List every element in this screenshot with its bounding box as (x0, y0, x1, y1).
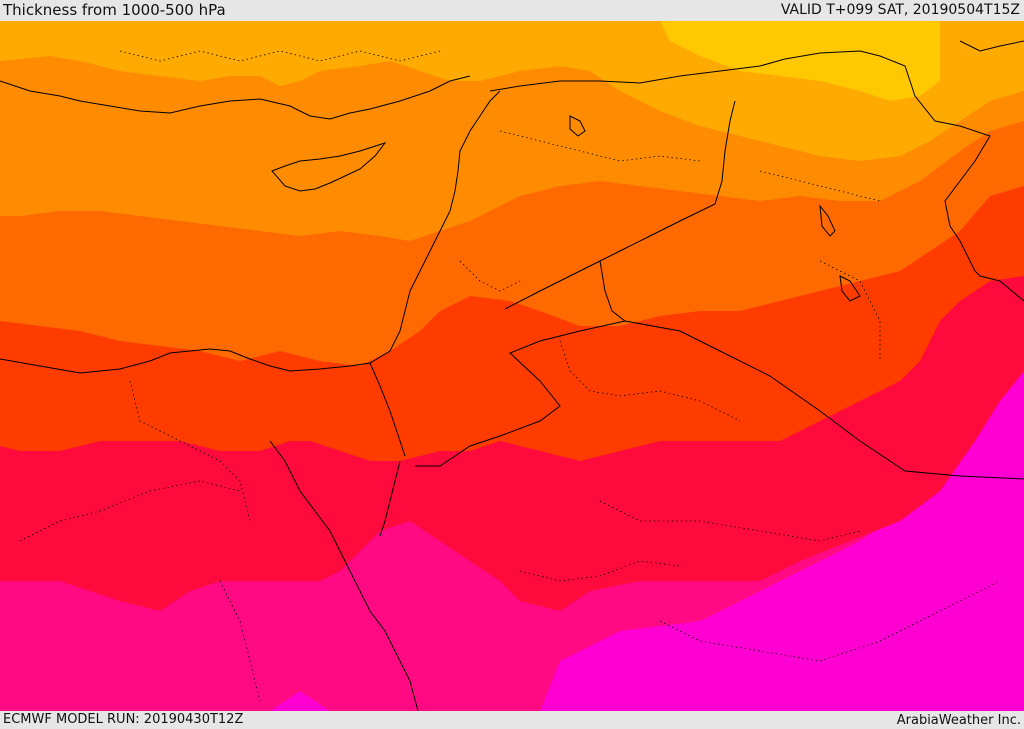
coastline-lake (569, 115, 586, 137)
coastline-lake-2 (839, 275, 861, 302)
border-syria-iraq-east (504, 100, 736, 310)
band-8 (540, 361, 1024, 711)
band-1 (660, 21, 940, 101)
border-jordan-saudi (415, 260, 627, 467)
footer-bar: ECMWF MODEL RUN: 20190430T12Z ArabiaWeat… (0, 711, 1024, 729)
internal-boundary-4 (599, 500, 861, 542)
internal-boundary-7 (119, 50, 441, 62)
coastline-egypt-levant (0, 90, 501, 374)
credit-label: ArabiaWeather Inc. (896, 713, 1021, 728)
map-title: Thickness from 1000-500 hPa (3, 1, 226, 19)
internal-boundary-2 (19, 480, 241, 542)
border-iran-iraq (784, 50, 1024, 302)
internal-boundary-5 (519, 560, 681, 582)
border-saudi-iraq (624, 320, 1024, 480)
internal-boundaries (19, 50, 1001, 702)
coastline-cyprus (271, 142, 387, 192)
valid-time: VALID T+099 SAT, 20190504T15Z (780, 2, 1020, 18)
coastline-red-sea-gulf (269, 440, 419, 711)
border-syria-iraq (489, 58, 786, 92)
header-bar: Thickness from 1000-500 hPa VALID T+099 … (0, 0, 1024, 21)
model-run: ECMWF MODEL RUN: 20190430T12Z (3, 712, 244, 727)
internal-boundary-1 (129, 380, 251, 522)
map-canvas (0, 21, 1024, 711)
coastline-aqaba (379, 460, 401, 537)
border-egypt-israel (369, 362, 406, 457)
internal-boundary-3 (559, 340, 741, 422)
coastlines (0, 40, 1024, 711)
band-8-patch (270, 691, 330, 711)
borders (369, 50, 1024, 480)
internal-boundary-11 (459, 260, 521, 292)
coastline-caspian (959, 40, 1024, 52)
coastline-urmia (819, 204, 836, 237)
thickness-map (0, 21, 1024, 711)
internal-boundary-10 (819, 260, 881, 361)
coastline-turkey (0, 75, 471, 120)
